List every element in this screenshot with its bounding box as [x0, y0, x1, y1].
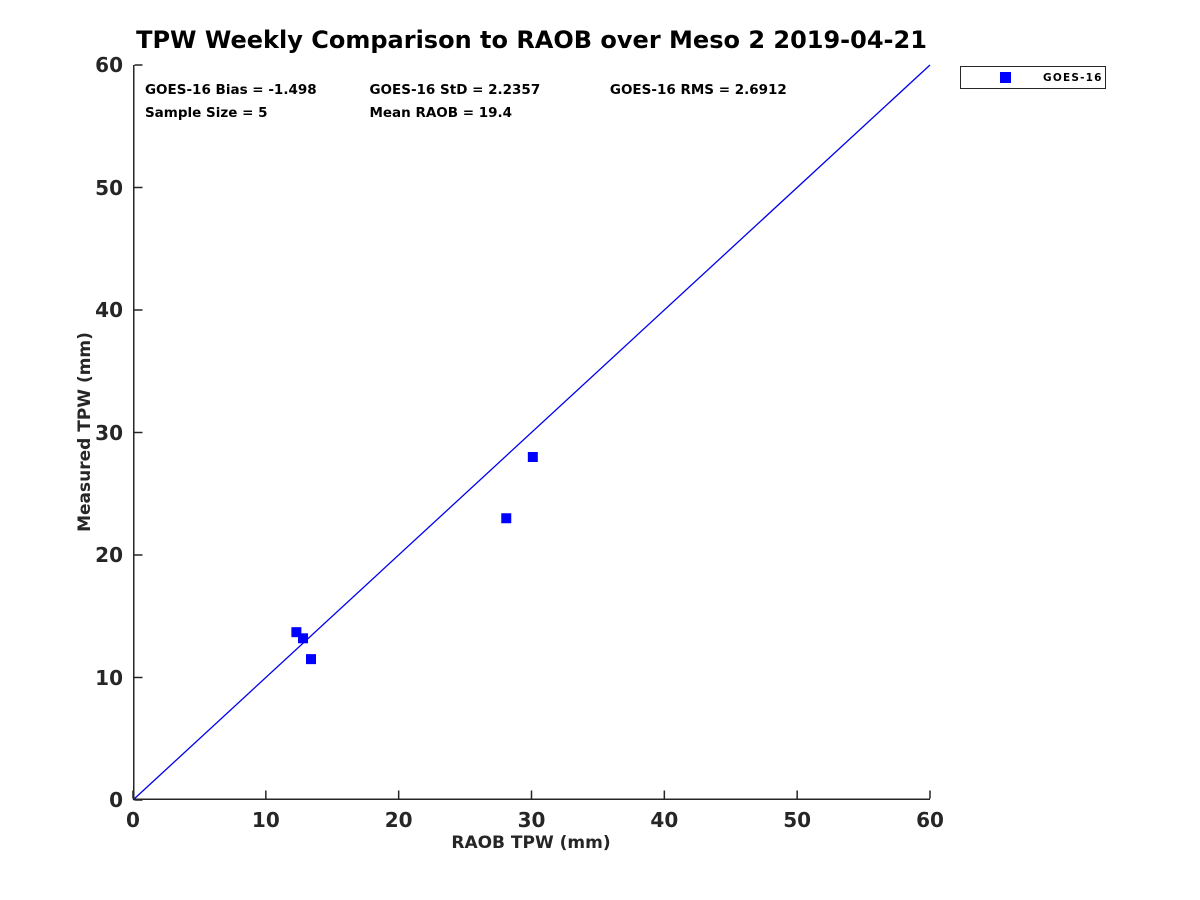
stat-annotation: GOES-16 Bias = -1.498	[144, 81, 317, 98]
data-point-marker	[291, 627, 302, 638]
stat-annotation: Mean RAOB = 19.4	[369, 104, 513, 121]
plot-area: 0 10 20 30 40 50 60 0 10 20 30 40 50 60 GOES-16 Bias…	[75, 53, 944, 853]
stat-annotation: Sample Size = 5	[144, 104, 268, 121]
y-tick-label: 10	[95, 665, 123, 690]
legend-series-label: GOES-16	[1043, 71, 1103, 84]
y-tick-label: 20	[95, 543, 123, 567]
y-axis-label: Measured TPW (mm)	[75, 332, 95, 532]
y-tick-label: 40	[95, 298, 123, 322]
chart-title: TPW Weekly Comparison to RAOB over Meso …	[136, 26, 927, 54]
legend-series-marker-icon	[1000, 72, 1011, 83]
x-tick-label: 10	[251, 808, 280, 832]
data-point-marker	[501, 513, 512, 524]
stat-annotation: GOES-16 StD = 2.2357	[369, 81, 541, 98]
x-axis-label: RAOB TPW (mm)	[451, 833, 611, 853]
y-tick-label: 30	[95, 420, 123, 445]
legend: GOES-16	[960, 66, 1106, 89]
x-tick-label: 30	[517, 808, 546, 832]
data-point-marker	[527, 452, 538, 462]
stat-annotation: GOES-16 RMS = 2.6912	[609, 81, 787, 98]
x-tick-label: 0	[126, 808, 140, 832]
x-tick-label: 40	[650, 808, 679, 832]
y-tick-label: 50	[95, 175, 123, 200]
y-tick-label: 0	[109, 788, 123, 812]
data-point-marker	[305, 654, 316, 665]
data-point-marker	[298, 633, 309, 644]
x-tick-label: 60	[916, 808, 944, 832]
identity-line	[132, 64, 931, 801]
y-tick-label: 60	[95, 53, 123, 77]
x-tick-label: 50	[783, 808, 812, 832]
plot-canvas	[132, 64, 931, 801]
x-tick-label: 20	[384, 808, 413, 832]
